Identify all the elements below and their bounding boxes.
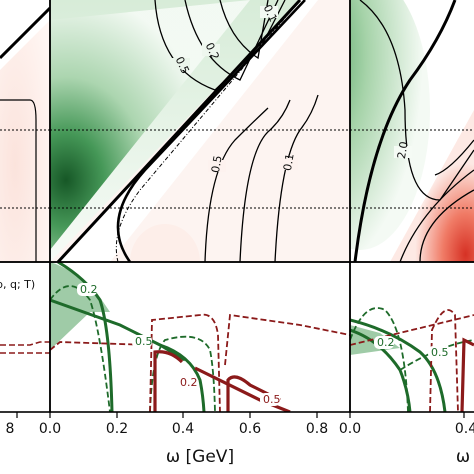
red-dashed-line — [50, 341, 151, 351]
contour-label: 0.1 — [281, 152, 297, 171]
series-label: 0.5 — [135, 335, 153, 348]
series-label: 0.5 — [431, 346, 449, 359]
red-line-0.2 — [153, 350, 184, 412]
red-dashed-line — [0, 341, 50, 346]
red-dashed-line — [149, 313, 221, 412]
red-dashed-line — [350, 314, 474, 346]
x-axis-label: ω — [456, 447, 470, 467]
top-right-panel: 2.0 — [350, 0, 474, 262]
contour-line — [0, 99, 37, 262]
bottom-left-panel: ρ, q; T) — [0, 262, 50, 412]
contour-label: 2.0 — [395, 140, 411, 159]
x-tick-label: 0.2 — [106, 421, 128, 437]
bottom-right-panel: 0.2 0.5 — [350, 262, 474, 412]
series-label: 0.5 — [263, 393, 281, 406]
contour-label: 0.5 — [209, 154, 225, 173]
bottom-middle-panel: 0.2 0.5 0.2 0.5 — [50, 262, 350, 412]
light-cone-line — [116, 0, 306, 262]
top-left-panel — [0, 0, 50, 262]
x-axis-right: 0.0 0.4 ω — [339, 412, 474, 467]
dashdot-line — [115, 0, 301, 262]
contour-line — [274, 94, 319, 262]
x-axis-middle: 0.0 0.2 0.4 0.6 0.8 ω [GeV] — [39, 412, 328, 467]
green-line-lower — [159, 343, 206, 412]
contour-line — [204, 107, 269, 262]
x-tick-label: 0.0 — [39, 421, 61, 437]
green-line-0.2 — [57, 262, 114, 412]
red-line-upper — [226, 375, 281, 412]
contour-line — [219, 0, 269, 60]
x-tick-label: 0.4 — [172, 421, 194, 437]
x-axis-label: ω [GeV] — [166, 447, 234, 467]
light-cone-line — [56, 0, 302, 262]
contour-line — [239, 99, 291, 262]
green-dashed-line — [50, 285, 111, 412]
contour-line — [399, 169, 474, 262]
x-tick-label: 8 — [6, 421, 15, 437]
x-tick-label: 0.6 — [239, 421, 261, 437]
x-tick-label: 0.4 — [455, 421, 474, 437]
light-cone-line — [0, 6, 50, 60]
red-line — [460, 337, 474, 412]
red-dashed-line — [224, 313, 350, 366]
panel-ylabel: ρ, q; T) — [0, 278, 35, 291]
contour-line — [359, 0, 474, 201]
x-axis-left: 8 — [6, 412, 18, 437]
green-shaded-region — [50, 262, 110, 350]
x-tick-label: 0.8 — [306, 421, 328, 437]
light-cone-line — [353, 0, 457, 262]
red-dashed-line — [429, 309, 459, 412]
x-tick-label: 0.0 — [339, 421, 361, 437]
series-label: 0.2 — [377, 336, 395, 349]
top-middle-panel: 0.5 0.2 0.1 0.5 0.1 — [50, 0, 350, 262]
green-dashed-line — [149, 335, 216, 412]
series-label: 0.2 — [180, 376, 198, 389]
contour-line — [434, 139, 474, 176]
contour-line — [419, 189, 474, 262]
panel-frame — [349, 261, 474, 413]
green-dashed-line — [350, 307, 409, 412]
green-line — [350, 318, 447, 412]
series-label: 0.2 — [80, 283, 98, 296]
